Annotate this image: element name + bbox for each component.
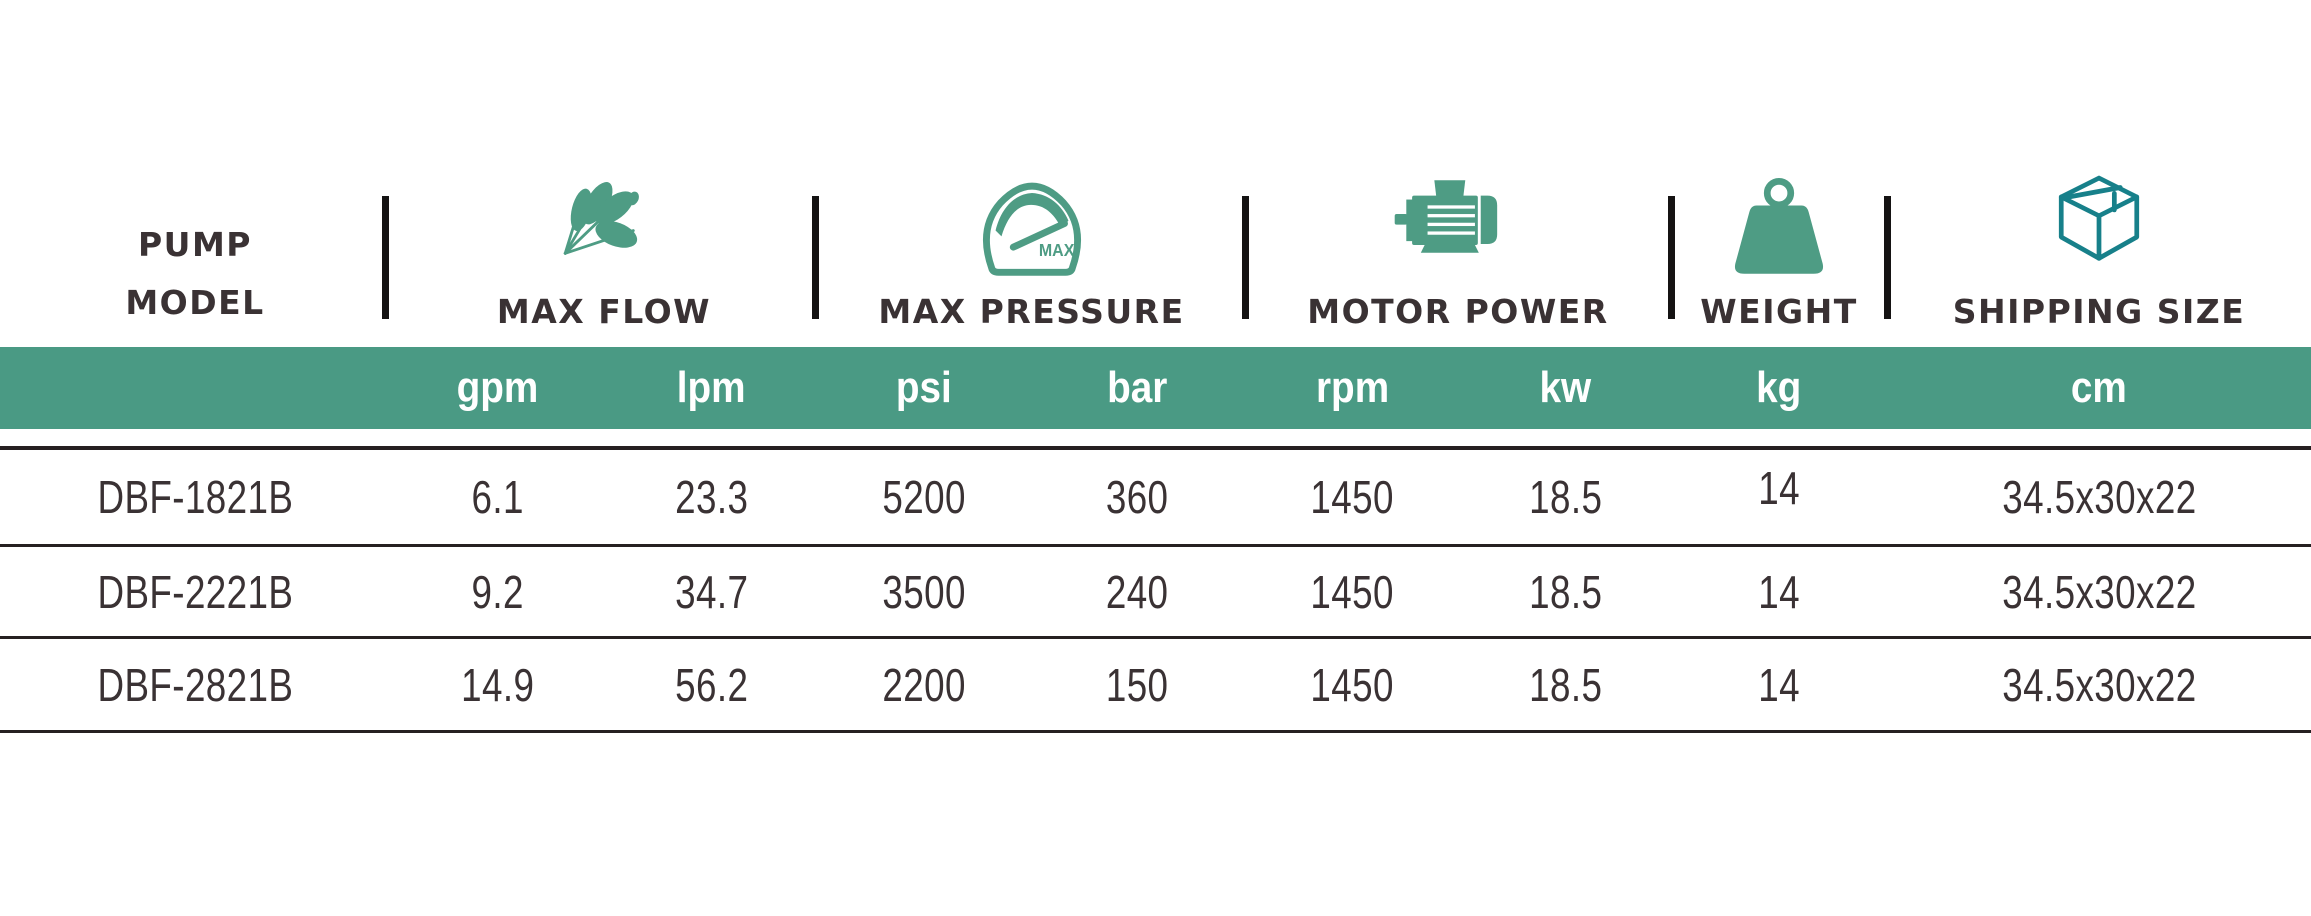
shipping-box-icon	[2058, 175, 2140, 261]
cell-psi: 5200	[882, 471, 966, 523]
cell-kg: 14	[1758, 462, 1800, 514]
max-pressure-label: MAX PRESSURE	[878, 292, 1185, 331]
column-header-shipping-size: SHIPPING SIZE	[1887, 148, 2311, 332]
divider-bar	[1242, 196, 1249, 319]
shipping-size-label: SHIPPING SIZE	[1952, 292, 2246, 331]
pressure-gauge-icon: MAX	[982, 182, 1081, 276]
divider-bar	[1884, 196, 1891, 319]
column-header-max-pressure: MAX MAX PRESSURE	[818, 148, 1245, 332]
cell-gpm: 14.9	[460, 658, 535, 711]
divider-bar	[812, 196, 819, 319]
cell-kw: 18.5	[1528, 565, 1603, 618]
cell-kg: 14	[1758, 565, 1800, 618]
table-row: DBF-2221B 9.2 34.7 3500 240 1450 18.5 14…	[0, 547, 2311, 636]
cell-bar: 240	[1106, 565, 1169, 618]
unit-bar: bar	[1107, 363, 1168, 412]
max-flow-label: MAX FLOW	[496, 292, 712, 331]
cell-lpm: 34.7	[674, 565, 749, 618]
electric-motor-icon	[1394, 180, 1497, 253]
cell-bar: 150	[1106, 658, 1169, 711]
divider-bar	[382, 196, 389, 319]
cell-kw: 18.5	[1528, 658, 1603, 711]
table-row: DBF-2821B 14.9 56.2 2200 150 1450 18.5 1…	[0, 639, 2311, 730]
cell-cm: 34.5x30x22	[2001, 565, 2197, 618]
unit-band: gpm lpm psi bar rpm kw kg cm	[0, 347, 2311, 429]
unit-rpm: rpm	[1315, 363, 1390, 412]
cell-cm: 34.5x30x22	[2001, 658, 2197, 711]
cell-lpm: 23.3	[674, 471, 749, 523]
pump-model-label-line2: MODEL	[125, 283, 265, 322]
cell-rpm: 1450	[1310, 471, 1395, 523]
cell-psi: 3500	[882, 565, 966, 618]
unit-lpm: lpm	[677, 363, 746, 412]
cell-model: DBF-2221B	[97, 565, 293, 618]
cell-lpm: 56.2	[674, 658, 749, 711]
unit-psi: psi	[896, 363, 952, 412]
gauge-max-text: MAX	[1038, 240, 1074, 260]
table-row: DBF-1821B 6.1 23.3 5200 360 1450 18.5 14…	[0, 450, 2311, 544]
unit-cm: cm	[2071, 363, 2127, 412]
cell-kg: 14	[1758, 658, 1800, 711]
row-divider-line	[0, 636, 2311, 639]
row-divider-line	[0, 730, 2311, 733]
column-header-max-flow: MAX FLOW	[390, 148, 818, 332]
unit-kw: kw	[1539, 363, 1592, 412]
row-divider-line	[0, 446, 2311, 450]
row-divider-line	[0, 544, 2311, 547]
motor-power-label: MOTOR POWER	[1307, 292, 1609, 331]
column-header-weight: WEIGHT	[1671, 148, 1887, 332]
unit-kg: kg	[1756, 363, 1802, 412]
water-splash-icon	[563, 182, 639, 255]
cell-bar: 360	[1106, 471, 1169, 523]
cell-psi: 2200	[882, 658, 966, 711]
cell-rpm: 1450	[1310, 565, 1395, 618]
cell-rpm: 1450	[1310, 658, 1395, 711]
column-header-pump-model: PUMP MODEL	[0, 148, 390, 332]
divider-bar	[1668, 196, 1675, 319]
cell-kw: 18.5	[1528, 471, 1603, 523]
weight-icon	[1734, 178, 1824, 274]
pump-model-label: PUMP MODEL	[125, 216, 264, 332]
pump-model-label-line1: PUMP	[137, 225, 252, 264]
weight-label: WEIGHT	[1700, 292, 1858, 331]
cell-cm: 34.5x30x22	[2001, 471, 2197, 523]
column-header-motor-power: MOTOR POWER	[1245, 148, 1671, 332]
cell-model: DBF-2821B	[97, 658, 293, 711]
cell-gpm: 9.2	[471, 565, 524, 618]
unit-gpm: gpm	[456, 363, 539, 412]
cell-gpm: 6.1	[471, 471, 524, 523]
cell-model: DBF-1821B	[97, 471, 293, 523]
